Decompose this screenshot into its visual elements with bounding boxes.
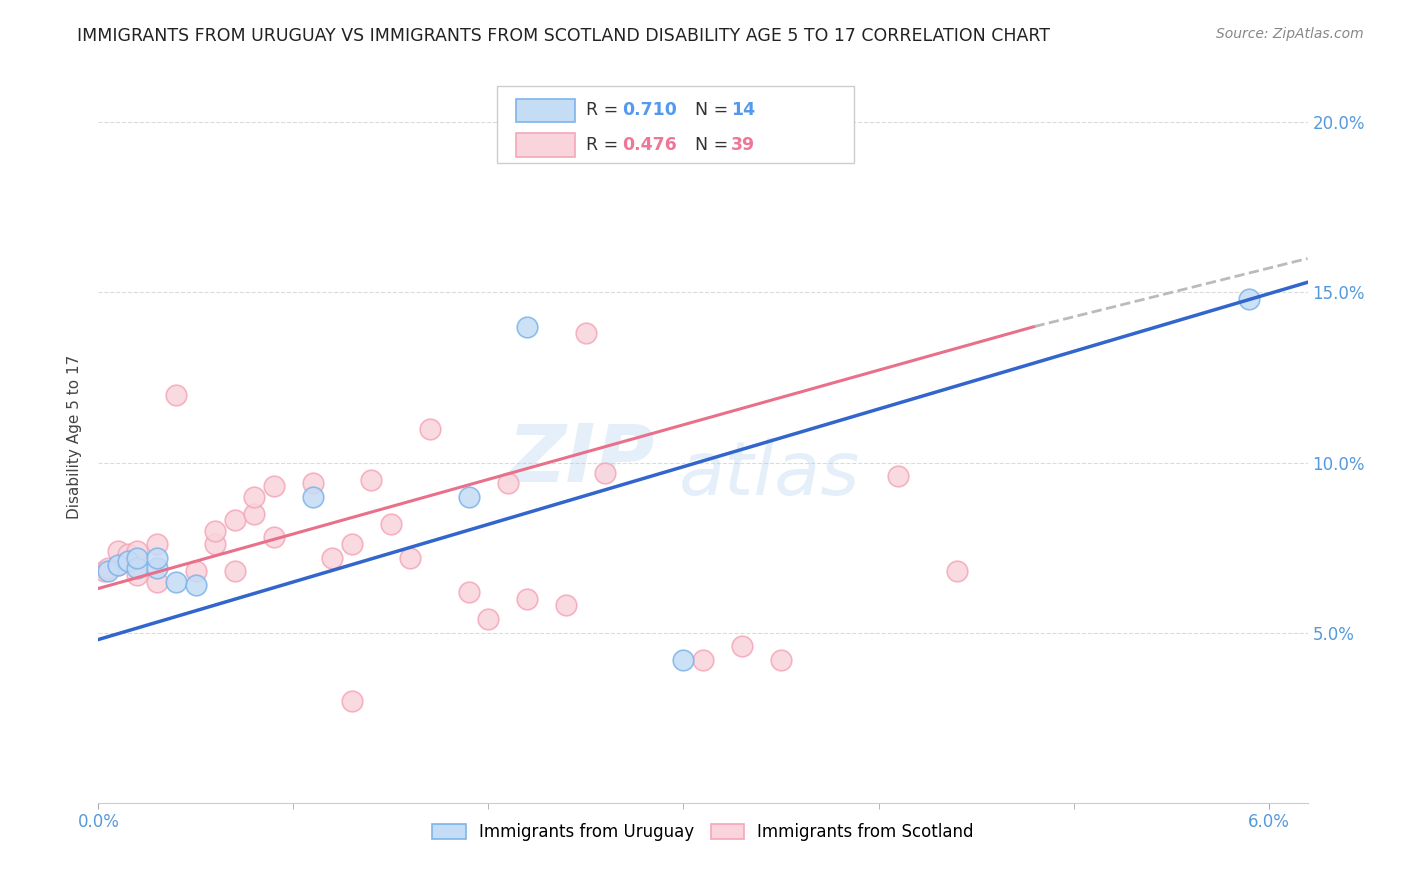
Text: 14: 14 (731, 102, 755, 120)
Point (97, 561, 120, 575)
FancyBboxPatch shape (498, 86, 855, 163)
Point (496, 475, 519, 490)
Point (945, 565, 967, 579)
Point (127, 567, 149, 582)
Text: Source: ZipAtlas.com: Source: ZipAtlas.com (1216, 27, 1364, 41)
Point (184, 565, 207, 579)
Text: R =: R = (586, 102, 623, 120)
Y-axis label: Disability Age 5 to 17: Disability Age 5 to 17 (67, 355, 83, 519)
Point (321, 550, 343, 565)
Point (165, 574, 187, 589)
Point (243, 490, 266, 504)
Point (117, 548, 139, 562)
Point (340, 537, 363, 551)
Point (127, 561, 149, 575)
Point (204, 537, 226, 551)
Point (263, 531, 285, 545)
Point (107, 558, 129, 572)
Point (107, 558, 129, 572)
Point (516, 319, 538, 334)
Point (146, 574, 169, 589)
Point (97, 565, 120, 579)
Text: 0.710: 0.710 (621, 102, 676, 120)
Point (477, 612, 499, 626)
Point (224, 513, 246, 527)
Point (595, 466, 617, 480)
Point (127, 544, 149, 558)
Point (380, 516, 402, 531)
Point (360, 473, 382, 487)
Point (224, 565, 246, 579)
Point (340, 694, 363, 708)
Point (146, 550, 169, 565)
Point (769, 653, 792, 667)
Point (692, 653, 714, 667)
Point (184, 578, 207, 592)
Point (204, 524, 226, 538)
Point (302, 490, 325, 504)
Text: N =: N = (695, 102, 734, 120)
Text: 39: 39 (731, 136, 755, 154)
Point (1237, 293, 1260, 307)
Point (516, 591, 538, 606)
Text: ZIP: ZIP (508, 420, 655, 498)
FancyBboxPatch shape (516, 134, 575, 157)
Point (93, 565, 115, 579)
Point (672, 653, 695, 667)
Text: IMMIGRANTS FROM URUGUAY VS IMMIGRANTS FROM SCOTLAND DISABILITY AGE 5 TO 17 CORRE: IMMIGRANTS FROM URUGUAY VS IMMIGRANTS FR… (77, 27, 1050, 45)
Point (127, 550, 149, 565)
Point (146, 537, 169, 551)
Legend: Immigrants from Uruguay, Immigrants from Scotland: Immigrants from Uruguay, Immigrants from… (423, 814, 983, 849)
FancyBboxPatch shape (516, 99, 575, 122)
Point (243, 507, 266, 521)
Point (399, 550, 422, 565)
Point (302, 475, 325, 490)
Point (117, 554, 139, 568)
Point (165, 387, 187, 401)
Point (458, 585, 481, 599)
Point (419, 421, 441, 435)
Point (263, 479, 285, 493)
Text: R =: R = (586, 136, 623, 154)
Text: 0.476: 0.476 (621, 136, 676, 154)
Point (575, 326, 598, 341)
Text: N =: N = (695, 136, 734, 154)
Point (146, 561, 169, 575)
Point (555, 599, 578, 613)
Point (458, 490, 481, 504)
Point (887, 469, 910, 483)
Point (731, 640, 754, 654)
Text: atlas: atlas (679, 438, 860, 509)
Point (107, 544, 129, 558)
